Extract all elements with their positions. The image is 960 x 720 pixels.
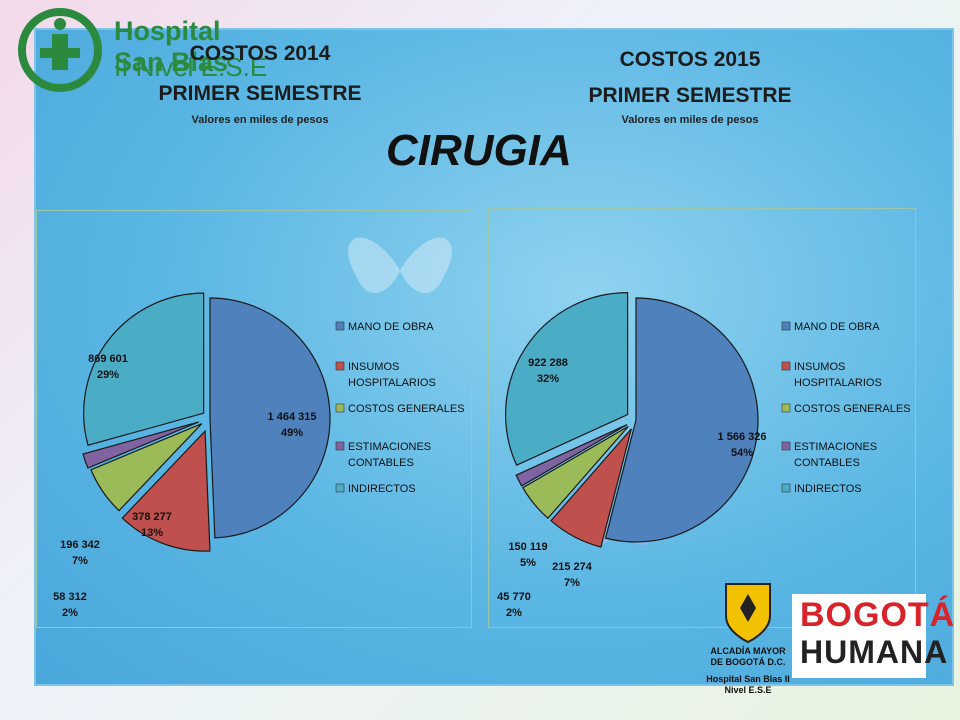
chart2-percent-label-2: 5%	[520, 557, 536, 569]
chart2-legend-label-4: INDIRECTOS	[794, 483, 862, 495]
chart1-legend-label-0: MANO DE OBRA	[348, 321, 434, 333]
chart1-value-label-4: 869 601	[88, 353, 128, 365]
chart2-title: COSTOS 2015	[619, 48, 761, 71]
chart1-slice-1	[121, 429, 211, 552]
hospital-logo: Hospital San Blas II Nivel E.S.E	[14, 6, 274, 94]
bogota-word: BOGOTÁ	[800, 596, 956, 634]
chart2-slice-0	[604, 297, 759, 543]
chart1-value-label-2: 196 342	[60, 539, 100, 551]
chart1-percent-label-4: 29%	[97, 369, 119, 381]
chart1-slice-4	[83, 292, 205, 447]
chart2-value-label-1: 215 274	[552, 561, 593, 573]
chart2-legend-swatch-1	[781, 361, 791, 371]
alcaldia-line1: ALCADÍA MAYOR	[710, 646, 786, 656]
chart2-legend-swatch-2	[781, 403, 791, 413]
chart2-slice-2	[522, 425, 629, 520]
chart1-value-label-1: 378 277	[132, 511, 172, 523]
logo-line1: Hospital San Blas	[114, 16, 229, 77]
chart1-legend-label-1: INSUMOS HOSPITALARIOS	[348, 361, 436, 389]
chart1-slice-0	[209, 297, 331, 539]
chart2-legend-swatch-0	[781, 321, 791, 331]
chart1-legend-swatch-1	[335, 361, 345, 371]
alcaldia-text: ALCADÍA MAYOR DE BOGOTÁ D.C. Hospital Sa…	[700, 646, 796, 696]
butterfly-icon	[348, 237, 452, 293]
chart1-legend-label-3: ESTIMACIONES CONTABLES	[348, 441, 431, 469]
chart2-legend-label-0: MANO DE OBRA	[794, 321, 880, 333]
chart2-legend-label-2: COSTOS GENERALES	[794, 403, 911, 415]
chart2-value-label-4: 922 288	[528, 357, 568, 369]
chart1-percent-label-2: 7%	[72, 555, 88, 567]
hospital-line1: Hospital San Blas II	[706, 674, 790, 684]
bogota-humana-logo: BOGOTÁ HUMANA	[792, 594, 954, 678]
chart1-percent-label-3: 2%	[62, 607, 78, 619]
chart2-value-label-0: 1 566 326	[718, 431, 767, 443]
alcaldia-line2: DE BOGOTÁ D.C.	[710, 657, 786, 667]
chart1-value-label-0: 1 464 315	[268, 411, 317, 423]
hospital-line2: Nivel E.S.E	[724, 685, 772, 695]
chart2-value-label-3: 45 770	[497, 591, 531, 603]
chart1-legend-label-4: INDIRECTOS	[348, 483, 416, 495]
chart1-legend-swatch-3	[335, 441, 345, 451]
chart2-legend-label-1: INSUMOS HOSPITALARIOS	[794, 361, 882, 389]
chart1-percent-label-1: 13%	[141, 527, 163, 539]
chart2-value-label-2: 150 119	[508, 541, 547, 553]
chart1-value-label-3: 58 312	[53, 591, 87, 603]
chart1-title: COSTOS 2014	[189, 42, 331, 65]
chart2-percent-label-4: 32%	[537, 373, 559, 385]
chart2-subtitle: PRIMER SEMESTRE	[588, 84, 792, 107]
chart2-percent-label-1: 7%	[564, 577, 580, 589]
chart1-frame	[36, 210, 472, 628]
chart2-legend-swatch-3	[781, 441, 791, 451]
chart2-legend-label-3: ESTIMACIONES CONTABLES	[794, 441, 877, 469]
logo-line2: II Nivel E.S.E	[114, 52, 268, 82]
chart1-percent-label-0: 49%	[281, 427, 303, 439]
chart1-legend-label-2: COSTOS GENERALES	[348, 403, 465, 415]
humana-word: HUMANA	[800, 634, 949, 670]
chart1-subtitle: PRIMER SEMESTRE	[158, 82, 362, 105]
chart2-percent-label-0: 54%	[731, 447, 753, 459]
chart1-slice-2	[90, 423, 203, 512]
chart2-slice-3	[515, 424, 628, 487]
chart2-legend-swatch-4	[781, 483, 791, 493]
chart1-legend-swatch-4	[335, 483, 345, 493]
chart1-slice-3	[82, 421, 199, 469]
chart1-legend-swatch-2	[335, 403, 345, 413]
chart2-note: Valores en miles de pesos	[621, 114, 759, 126]
main-title: CIRUGIA	[386, 126, 572, 175]
chart2-frame	[488, 208, 916, 628]
bogota-shield-icon	[725, 583, 771, 644]
hospital-logo-icon	[18, 8, 102, 92]
chart2-slice-1	[550, 428, 632, 548]
chart2-percent-label-3: 2%	[506, 607, 522, 619]
chart1-note: Valores en miles de pesos	[191, 114, 329, 126]
chart1-legend-swatch-0	[335, 321, 345, 331]
chart2-slice-4	[505, 291, 629, 466]
